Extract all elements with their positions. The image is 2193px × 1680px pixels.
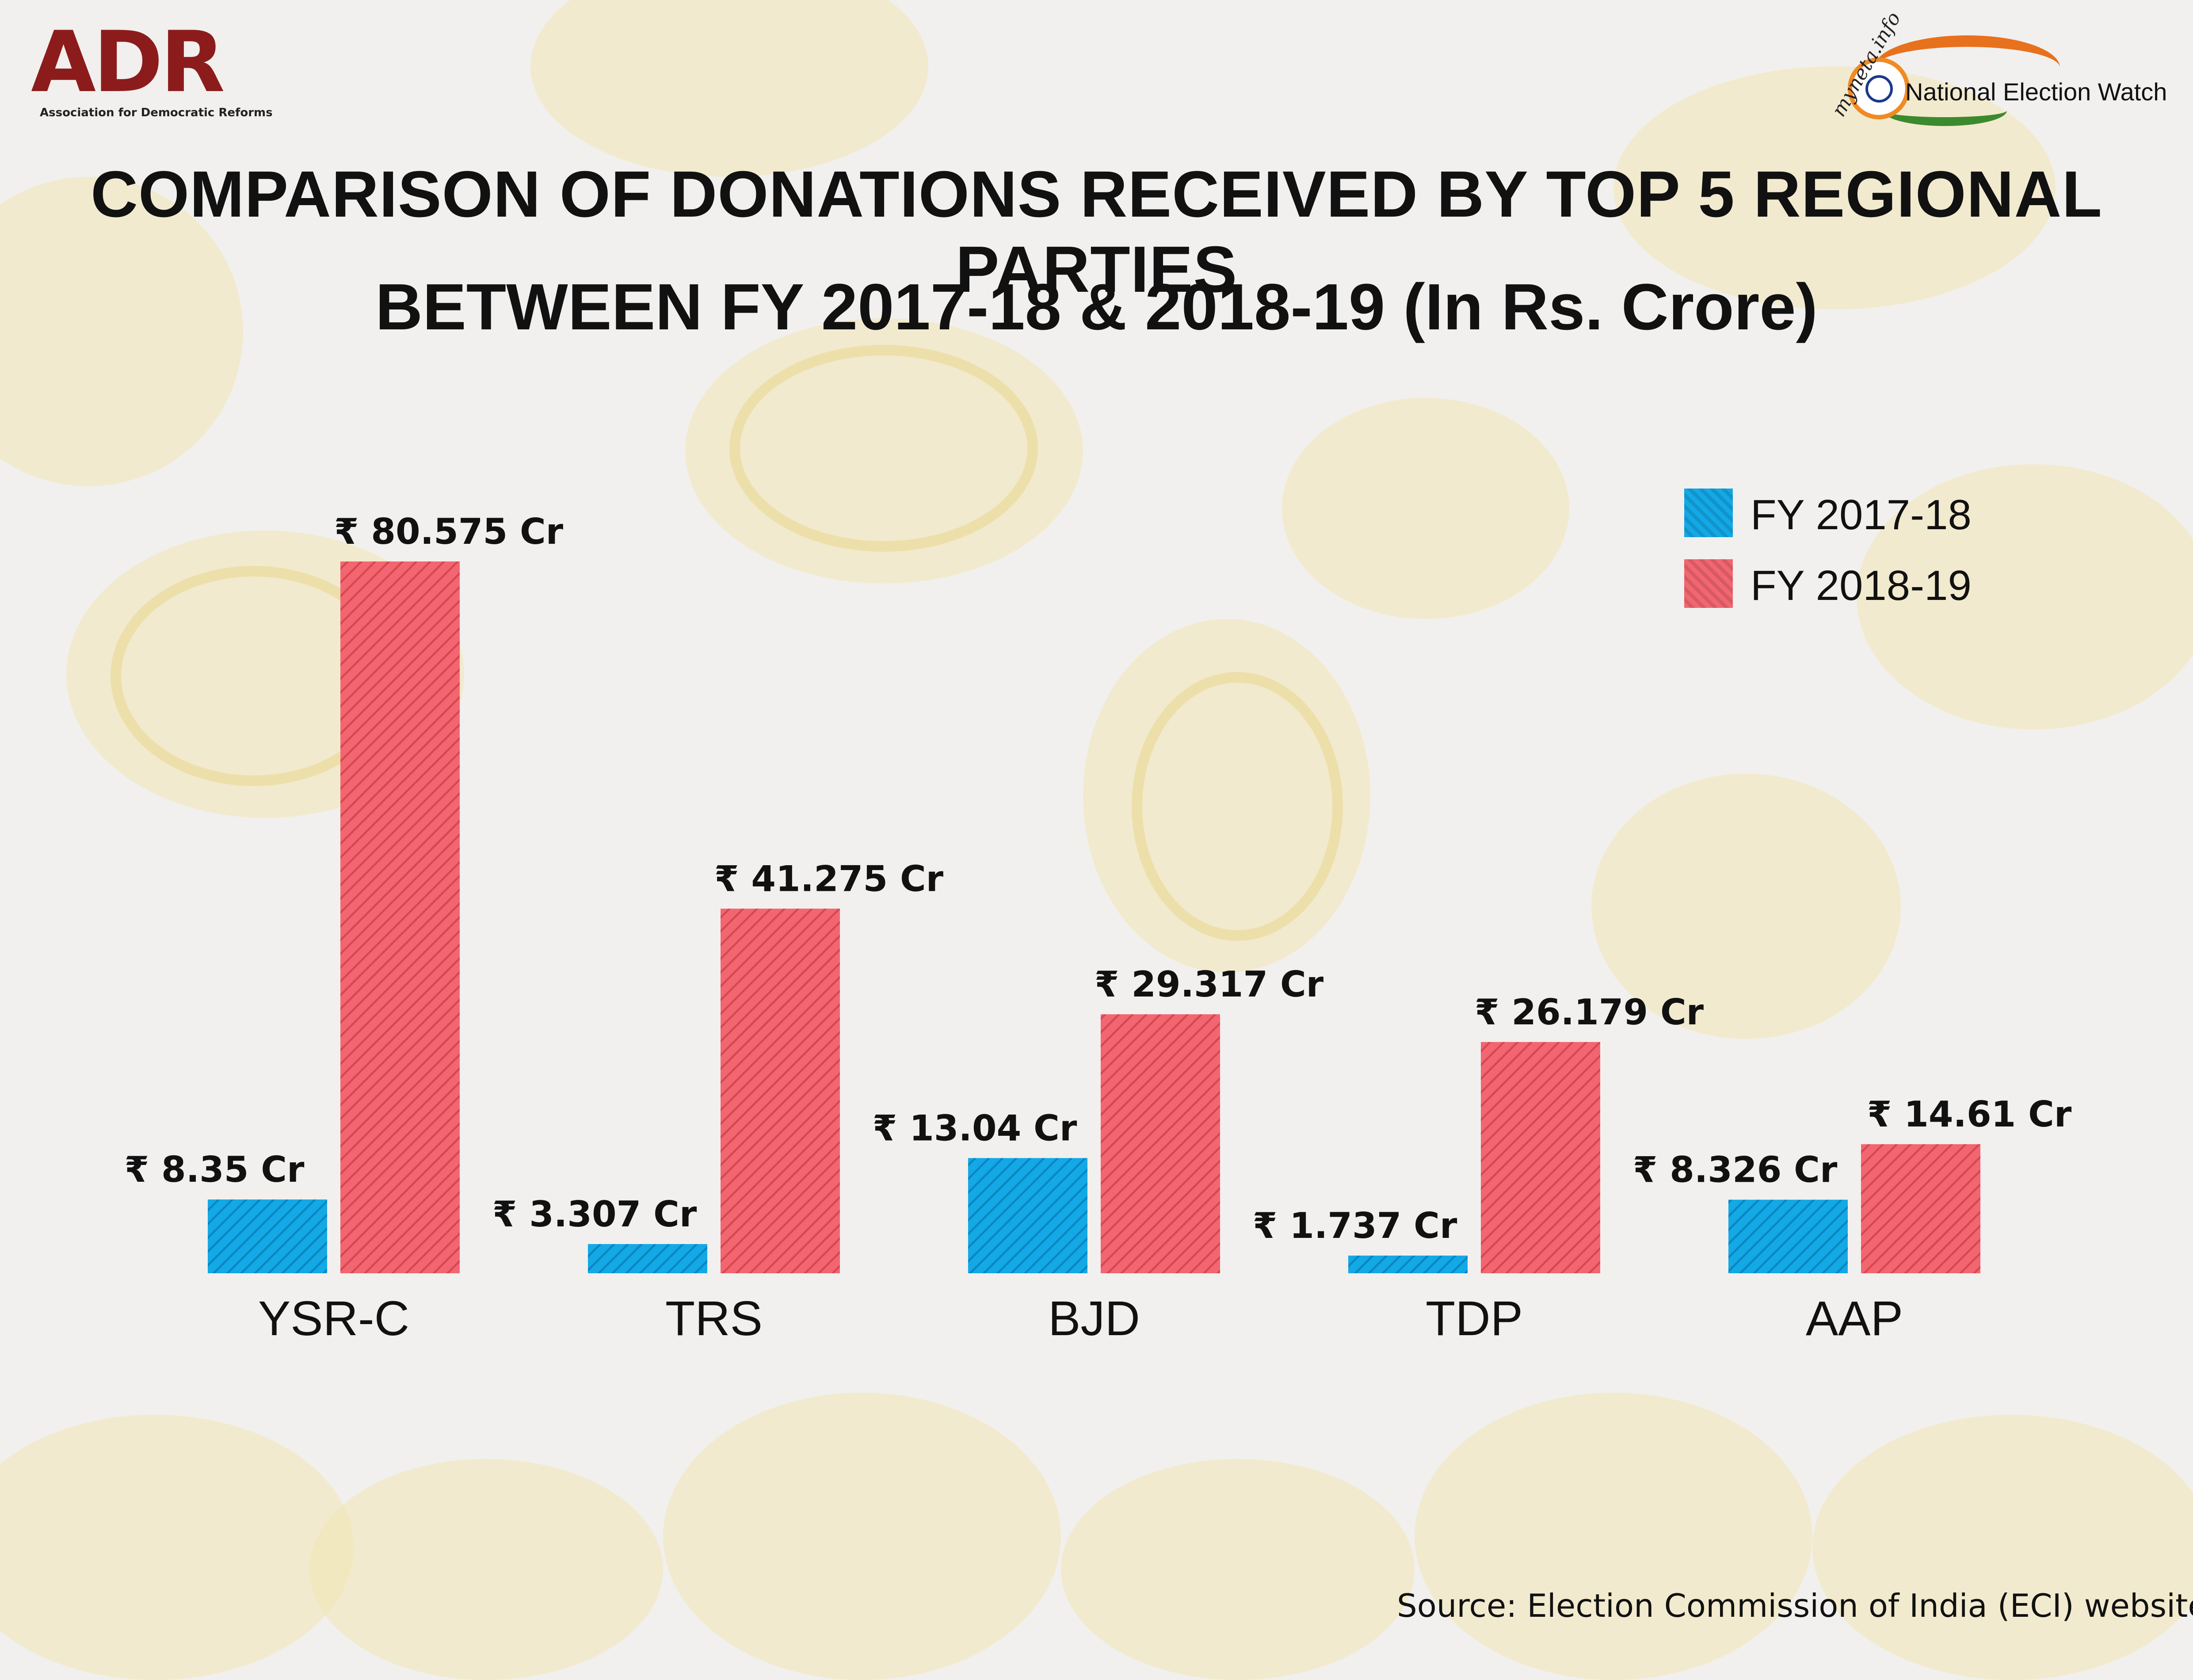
data-label: ₹ 3.307 Cr — [492, 1194, 697, 1235]
data-label: ₹ 26.179 Cr — [1475, 992, 1704, 1033]
data-label: ₹ 8.35 Cr — [125, 1149, 305, 1190]
source-note: Source: Election Commission of India (EC… — [1397, 1587, 2193, 1624]
category-label: AAP — [1806, 1291, 1903, 1346]
bar-aap-fy-2018-19 — [1861, 1144, 1980, 1273]
legend-label: FY 2018-19 — [1751, 562, 1972, 609]
ashoka-chakra-icon — [1848, 57, 1910, 119]
adr-logo: ADR Association for Democratic Reforms — [27, 13, 273, 124]
background-coin — [530, 0, 928, 177]
adr-logo-text: ADR — [31, 13, 225, 111]
background-coin — [0, 1415, 354, 1680]
data-label: ₹ 1.737 Cr — [1253, 1205, 1457, 1246]
chart-title-line-1: COMPARISON OF DONATIONS RECEIVED BY TOP … — [91, 158, 2102, 306]
legend-label: FY 2017-18 — [1751, 491, 1972, 538]
category-label: TRS — [665, 1291, 763, 1346]
category-label: TDP — [1426, 1291, 1523, 1346]
national-election-watch-text: National Election Watch — [1905, 78, 2167, 106]
bar-tdp-fy-2018-19 — [1481, 1042, 1600, 1273]
data-label: ₹ 8.326 Cr — [1633, 1149, 1838, 1191]
background-coin — [1812, 1415, 2193, 1680]
legend-swatch-red — [1684, 559, 1733, 608]
bar-aap-fy-2017-18 — [1728, 1199, 1848, 1273]
category-label: BJD — [1048, 1291, 1140, 1346]
background-coin — [1061, 1459, 1415, 1680]
bar-bjd-fy-2017-18 — [968, 1158, 1087, 1273]
background-coin — [1591, 774, 1901, 1039]
background-coin — [1857, 464, 2193, 729]
adr-logo-tagline: Association for Democratic Reforms — [40, 106, 273, 119]
background-coin — [1415, 1393, 1812, 1680]
data-label: ₹ 41.275 Cr — [714, 858, 944, 899]
background-coin — [663, 1393, 1061, 1680]
bar-ysr-c-fy-2017-18 — [208, 1199, 327, 1273]
bar-tdp-fy-2017-18 — [1348, 1256, 1468, 1273]
background-coin — [309, 1459, 663, 1680]
bar-trs-fy-2018-19 — [721, 909, 840, 1273]
chart-title-line-2: BETWEEN FY 2017-18 & 2018-19 (In Rs. Cro… — [375, 271, 1818, 344]
category-label: YSR-C — [258, 1291, 409, 1346]
logo-swoosh-icon — [1883, 95, 2007, 126]
bar-bjd-fy-2018-19 — [1101, 1014, 1220, 1273]
national-election-watch-logo: myneta.info National Election Watch — [1804, 8, 2167, 126]
bars-layer: ₹ 8.35 Cr ₹ 80.575 Cr YSR-C ₹ 3.307 Cr ₹ 41.… — [125, 511, 2072, 1346]
bar-trs-fy-2017-18 — [588, 1244, 707, 1273]
data-label: ₹ 14.61 Cr — [1867, 1094, 2072, 1135]
bar-ysr-c-fy-2018-19 — [340, 561, 460, 1273]
data-label: ₹ 29.317 Cr — [1095, 964, 1324, 1005]
data-label: ₹ 80.575 Cr — [334, 511, 564, 552]
background-coin — [1282, 398, 1569, 619]
data-label: ₹ 13.04 Cr — [873, 1107, 1077, 1149]
background-coin — [0, 177, 243, 486]
legend-swatch-blue — [1684, 489, 1733, 537]
